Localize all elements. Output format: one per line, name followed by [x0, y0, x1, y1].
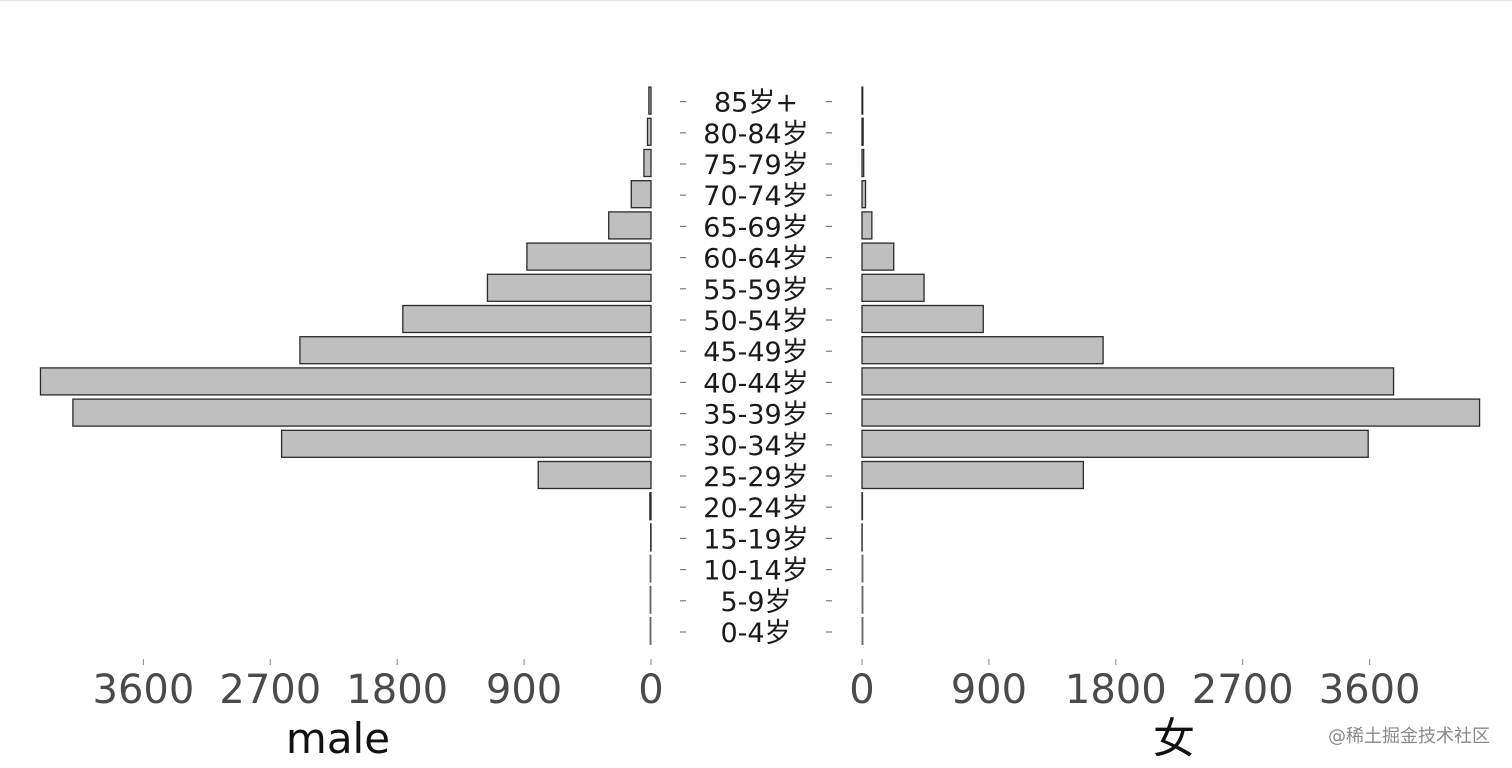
bar-female-85 [861, 86, 864, 115]
age-label-55-59: 55-59岁 [703, 275, 808, 306]
watermark-text: @稀土掘金技术社区 [1328, 726, 1490, 747]
bar-female-75-79 [861, 148, 865, 178]
bar-female-80-84 [861, 117, 864, 146]
bar-female-10-14 [861, 554, 864, 583]
bar-female-40-44 [861, 367, 1395, 396]
bar-male-85 [648, 86, 652, 115]
bar-male-75-79 [643, 148, 652, 178]
bar-female-30-34 [861, 429, 1369, 458]
tick-label-left-0: 0 [638, 667, 663, 713]
bar-male-50-54 [402, 304, 652, 334]
bar-female-55-59 [861, 273, 925, 302]
bar-male-80-84 [646, 117, 652, 146]
age-label-65-69: 65-69岁 [703, 212, 808, 243]
bar-male-65-69 [608, 211, 652, 240]
age-label-25-29: 25-29岁 [703, 462, 808, 493]
bar-female-50-54 [861, 304, 984, 334]
age-label-40-44: 40-44岁 [703, 368, 808, 399]
tick-label-left-1800: 1800 [346, 667, 448, 713]
age-label-20-24: 20-24岁 [703, 493, 808, 524]
bar-female-45-49 [861, 336, 1104, 365]
age-label-15-19: 15-19岁 [703, 524, 808, 555]
bar-female-60-64 [861, 242, 895, 271]
bar-male-40-44 [39, 367, 652, 396]
bar-female-5-9 [861, 585, 864, 614]
bar-male-60-64 [526, 242, 652, 271]
bar-male-20-24 [649, 492, 652, 521]
age-label-60-64: 60-64岁 [703, 244, 808, 275]
tick-label-left-900: 900 [486, 667, 562, 713]
age-label-0-4: 0-4岁 [720, 618, 791, 649]
axis-title-left: male [286, 714, 390, 763]
age-label-10-14: 10-14岁 [703, 556, 808, 587]
age-label-30-34: 30-34岁 [703, 431, 808, 462]
tick-label-left-2700: 2700 [219, 667, 321, 713]
bar-female-65-69 [861, 211, 873, 240]
bar-female-25-29 [861, 460, 1085, 490]
tick-label-right-1800: 1800 [1065, 667, 1167, 713]
bar-male-55-59 [486, 273, 652, 302]
bar-male-45-49 [299, 336, 652, 365]
bar-female-35-39 [861, 398, 1481, 427]
bar-female-70-74 [861, 180, 867, 209]
bar-male-0-4 [649, 617, 652, 645]
bar-male-30-34 [280, 429, 652, 458]
age-label-50-54: 50-54岁 [703, 306, 808, 337]
bar-male-70-74 [630, 180, 652, 209]
tick-label-right-900: 900 [951, 667, 1027, 713]
axis-title-right: 女 [1153, 714, 1195, 763]
age-label-5-9: 5-9岁 [720, 587, 791, 618]
age-label-80-84: 80-84岁 [703, 119, 808, 150]
bar-male-10-14 [649, 554, 652, 583]
age-label-85: 85岁+ [714, 88, 798, 119]
tick-label-right-3600: 3600 [1319, 667, 1421, 713]
age-label-70-74: 70-74岁 [703, 181, 808, 212]
tick-label-left-3600: 3600 [93, 667, 195, 713]
bar-male-25-29 [537, 460, 652, 490]
bar-female-0-4 [861, 617, 864, 645]
tick-label-right-0: 0 [849, 667, 874, 713]
bar-male-35-39 [72, 398, 652, 427]
bar-male-5-9 [649, 585, 652, 614]
age-label-75-79: 75-79岁 [703, 150, 808, 181]
age-label-45-49: 45-49岁 [703, 337, 808, 368]
tick-label-right-2700: 2700 [1192, 667, 1294, 713]
age-label-35-39: 35-39岁 [703, 400, 808, 431]
